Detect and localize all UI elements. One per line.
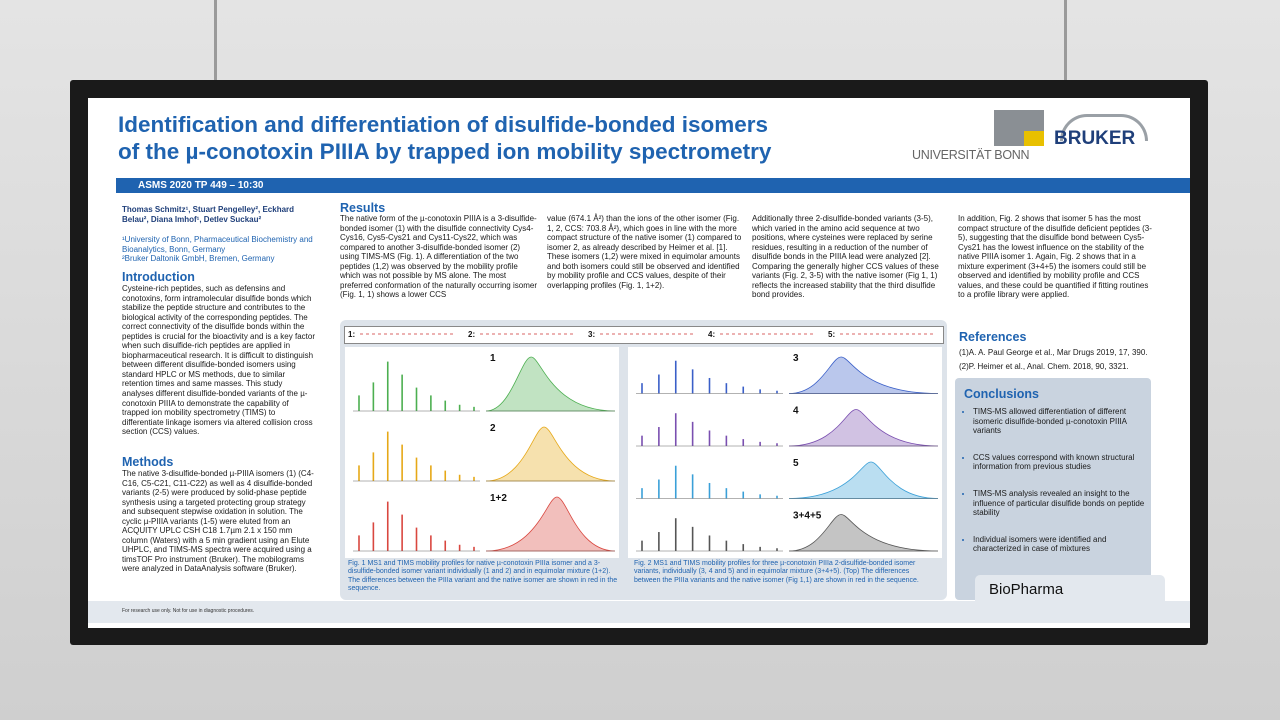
reference: (1)A. A. Paul George et al., Mar Drugs 2…	[959, 348, 1148, 357]
heading: Methods	[122, 455, 174, 469]
sequence-label: 4:	[708, 330, 715, 339]
reference: (2)P. Heimer et al., Anal. Chem. 2018, 9…	[959, 362, 1129, 371]
heading: Conclusions	[964, 387, 1040, 401]
panel-label: 3	[793, 353, 799, 364]
panel-label: 1	[490, 353, 496, 364]
conclusion: CCS values correspond with known structu…	[973, 453, 1151, 472]
mobility-profile	[485, 426, 616, 482]
mobility-profile	[788, 514, 939, 552]
authors: Thomas Schmitz¹, Stuart Pengelley², Eckh…	[122, 205, 295, 224]
conclusion: TIMS-MS allowed differentiation of diffe…	[973, 407, 1151, 436]
logo-uni: UNIVERSITÄT BONN	[912, 148, 1030, 162]
paragraph: Cysteine-rich peptides, such as defensin…	[122, 284, 315, 437]
title: of the µ-conotoxin PIIIA by trapped ion …	[118, 139, 772, 164]
affiliation: ²Bruker Daltonik GmbH, Bremen, Germany	[122, 254, 275, 263]
panel-label: 2	[490, 423, 496, 434]
paragraph: Additionally three 2-disulfide-bonded va…	[752, 214, 939, 300]
panel-label: 3+4+5	[793, 511, 822, 522]
panel	[345, 347, 619, 558]
sequence-label: 1:	[348, 330, 355, 339]
mobility-profile	[788, 461, 939, 499]
paragraph: In addition, Fig. 2 shows that isomer 5 …	[958, 214, 1152, 300]
heading: Results	[340, 201, 386, 215]
caption: Fig. 1 MS1 and TIMS mobility profiles fo…	[348, 560, 618, 592]
paragraph: value (674.1 Å²) than the ions of the ot…	[547, 214, 742, 290]
heading: References	[959, 330, 1027, 344]
sequence-label: 5:	[828, 330, 835, 339]
title: Identification and differentiation of di…	[118, 112, 769, 137]
mobility-profile	[485, 496, 616, 552]
panel-label: 1+2	[490, 493, 507, 504]
heading: Introduction	[122, 270, 195, 284]
spectra: 1: 2: 3: 4: 5: 1 2 1+2 3 4 5 3+4+5	[345, 330, 942, 558]
conclusion-list: TIMS-MS allowed differentiation of diffe…	[955, 407, 1151, 554]
brand: BioPharma	[975, 575, 1165, 605]
sequence-label: 3:	[588, 330, 595, 339]
panel	[628, 347, 942, 558]
figure: 1: 2: 3: 4: 5: 1 2 1+2 3 4 5 3+4+5 Fig. 1 MS1 and T…	[340, 320, 947, 600]
conclusion: Individual isomers were identified and c…	[973, 535, 1151, 554]
logo-bruker: BRUKER	[1054, 128, 1136, 149]
disclaimer: For research use only. Not for use in di…	[122, 608, 255, 614]
wire	[214, 0, 217, 82]
paragraph: The native form of the µ-conotoxin PIIIA…	[340, 214, 537, 300]
session-bar: ASMS 2020 TP 449 – 10:30	[116, 178, 1190, 193]
mobility-profile	[788, 356, 939, 394]
conclusions-box: Conclusions TIMS-MS allowed differentiat…	[955, 378, 1151, 600]
paragraph: The native 3-disulfide-bonded µ-PIIIA is…	[122, 469, 314, 574]
logo-mark	[994, 110, 1044, 146]
affiliation: ¹University of Bonn, Pharmaceutical Bioc…	[122, 235, 313, 254]
sequence-bar	[344, 326, 944, 344]
mobility-profile	[788, 409, 939, 447]
footer-band	[88, 601, 1190, 623]
panel-label: 5	[793, 458, 799, 469]
sequence-label: 2:	[468, 330, 475, 339]
panel-label: 4	[793, 406, 799, 417]
mobility-profile	[485, 356, 616, 412]
conclusion: TIMS-MS analysis revealed an insight to …	[973, 489, 1151, 518]
wire	[1064, 0, 1067, 82]
caption: Fig. 2 MS1 and TIMS mobility profiles fo…	[634, 560, 919, 584]
poster: Identification and differentiation of di…	[88, 98, 1190, 628]
